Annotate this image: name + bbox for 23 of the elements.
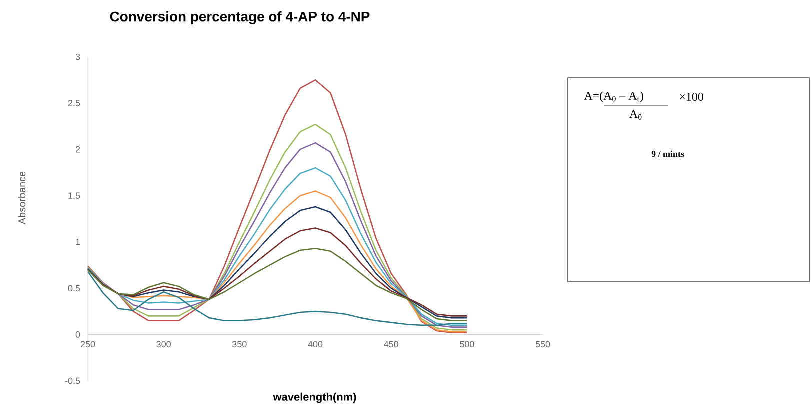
y-axis-title: Absorbance	[18, 172, 26, 225]
y-tick-label: 0	[76, 332, 80, 338]
text: ×100	[680, 92, 704, 102]
chart-title: Conversion percentage of 4-AP to 4-NP	[110, 11, 370, 25]
x-tick-label: 300	[156, 341, 171, 348]
x-axis-title: wavelength(nm)	[273, 392, 356, 404]
x-tick-label: 500	[460, 341, 474, 348]
x-tick-label: 450	[384, 341, 398, 348]
y-tick-label: 0.5	[68, 285, 80, 292]
y-tick-label: 1.5	[68, 192, 80, 199]
x-tick-label: 400	[308, 341, 323, 348]
x-tick-label: 350	[232, 341, 247, 348]
y-tick-label: 1	[76, 239, 80, 246]
x-tick-label: 250	[80, 341, 96, 348]
y-tick-label: 2.5	[68, 100, 80, 106]
line-series	[87, 271, 468, 326]
x-tick-label: 550	[536, 341, 550, 348]
y-tick-label: 3	[76, 54, 80, 60]
text: A=(A$_{0}$ – A$_{t}$)	[584, 92, 644, 102]
y-tick-label: 2	[76, 146, 80, 153]
y-tick-label: -0.5	[65, 378, 80, 384]
text: 9 / mints	[652, 150, 684, 158]
text: A$_{0}$	[630, 110, 642, 120]
